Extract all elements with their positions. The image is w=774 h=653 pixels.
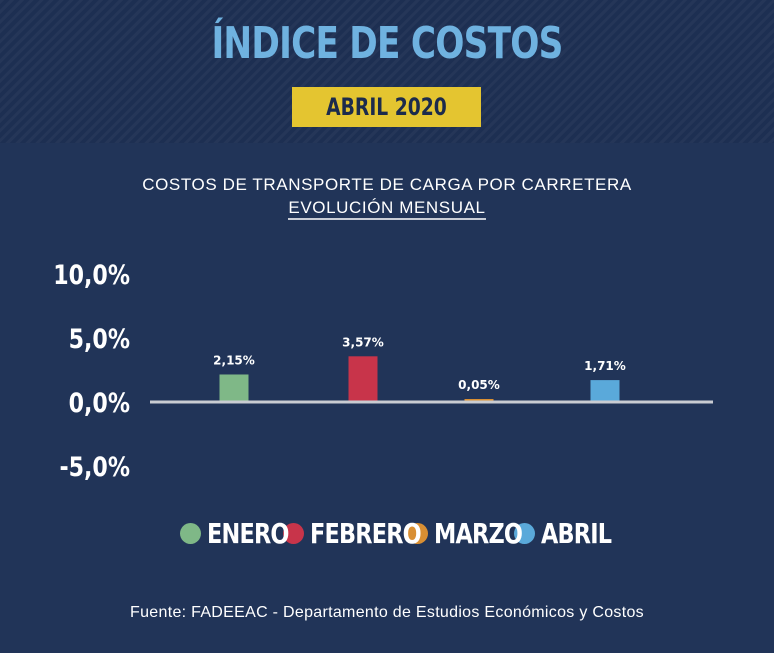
legend-swatch: [513, 522, 535, 544]
legend-swatch: [406, 522, 428, 544]
source-note: Fuente: FADEEAC - Departamento de Estudi…: [130, 604, 644, 621]
period-badge-label: ABRIL 2020: [326, 93, 447, 121]
bar-enero: [219, 374, 249, 402]
legend-item-febrero: FEBRERO: [282, 517, 421, 550]
y-tick-label: -5,0%: [59, 451, 130, 483]
chart-subtitle: EVOLUCIÓN MENSUAL: [288, 198, 486, 220]
legend-swatch: [180, 522, 202, 544]
legend-label: ENERO: [207, 516, 290, 550]
header-banner: ÍNDICE DE COSTOS ABRIL 2020: [0, 0, 774, 143]
bar-chart: 10,0% 5,0% 0,0% -5,0% 2,15% 3,57% 0,05% 1,71%: [53, 259, 713, 483]
legend-item-enero: ENERO: [180, 517, 290, 550]
bar-abril: [590, 380, 620, 402]
chart-subtitle-wrap: EVOLUCIÓN MENSUAL: [0, 198, 774, 220]
y-tick-label: 10,0%: [53, 259, 130, 291]
legend-label: MARZO: [433, 516, 523, 550]
chart-title: COSTOS DE TRANSPORTE DE CARGA POR CARRET…: [142, 175, 632, 194]
period-badge: ABRIL 2020: [292, 87, 481, 127]
page-title: ÍNDICE DE COSTOS: [211, 18, 563, 69]
chart-legend: ENERO FEBRERO MARZO ABRIL: [0, 513, 774, 553]
data-label-enero: 2,15%: [213, 353, 255, 367]
data-label-marzo: 0,05%: [458, 378, 500, 392]
y-tick-label: 0,0%: [69, 387, 130, 419]
legend-label: FEBRERO: [309, 516, 422, 550]
legend-item-marzo: MARZO: [406, 517, 523, 550]
legend-item-abril: ABRIL: [513, 516, 612, 550]
bar-febrero: [348, 356, 378, 402]
data-label-febrero: 3,57%: [342, 335, 384, 349]
legend-label: ABRIL: [540, 516, 612, 550]
legend-swatch: [282, 522, 304, 544]
data-label-abril: 1,71%: [584, 359, 626, 373]
y-tick-label: 5,0%: [69, 323, 130, 355]
